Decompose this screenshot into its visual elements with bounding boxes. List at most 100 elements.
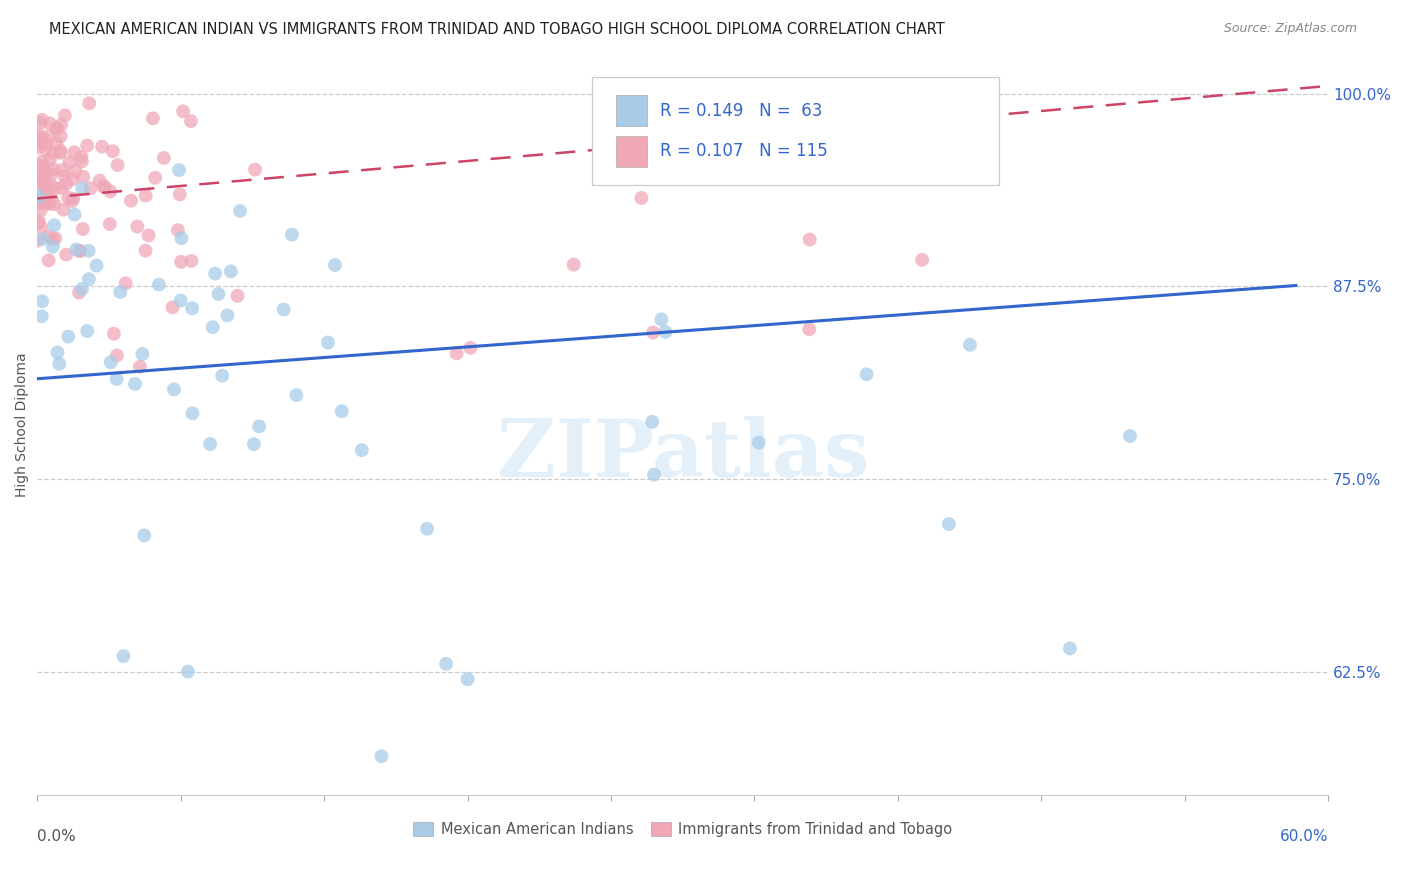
Point xyxy=(62,172,84,186)
Point xyxy=(93,179,115,194)
Point xyxy=(44,197,66,211)
Point xyxy=(30,169,52,183)
Point xyxy=(42,240,65,254)
Legend: Mexican American Indians, Immigrants from Trinidad and Tobago: Mexican American Indians, Immigrants fro… xyxy=(408,816,959,843)
Point xyxy=(38,129,60,144)
Point xyxy=(134,528,156,542)
FancyBboxPatch shape xyxy=(616,136,647,167)
Point xyxy=(285,388,308,402)
Y-axis label: High School Diploma: High School Diploma xyxy=(15,352,30,498)
Point xyxy=(170,254,193,268)
Point xyxy=(53,169,76,183)
Point xyxy=(170,231,193,245)
Point xyxy=(204,267,226,281)
Point xyxy=(170,293,193,308)
Point xyxy=(28,194,51,208)
Point xyxy=(181,406,204,420)
Point xyxy=(35,142,58,156)
Point xyxy=(58,329,80,343)
Point xyxy=(76,138,98,153)
Point xyxy=(31,112,53,127)
Point xyxy=(69,244,91,258)
Point xyxy=(91,139,114,153)
Point xyxy=(281,227,304,242)
Point xyxy=(143,170,166,185)
Point xyxy=(27,197,49,211)
Point xyxy=(42,145,65,160)
Point xyxy=(434,657,457,671)
Point xyxy=(201,320,224,334)
Point xyxy=(27,128,49,142)
Point xyxy=(35,196,58,211)
Point xyxy=(28,187,51,202)
Point xyxy=(273,302,295,317)
Point xyxy=(70,154,93,169)
Point xyxy=(27,216,49,230)
Point xyxy=(63,207,86,221)
Point xyxy=(86,259,108,273)
Point xyxy=(101,145,124,159)
Point xyxy=(180,114,202,128)
Point xyxy=(98,185,121,199)
Point xyxy=(1119,429,1142,443)
Point xyxy=(69,244,91,258)
Point xyxy=(60,194,83,208)
Point xyxy=(32,176,55,190)
Point xyxy=(46,345,69,359)
Point xyxy=(229,203,252,218)
Point xyxy=(37,185,59,199)
Point xyxy=(62,192,84,206)
Point xyxy=(35,136,58,151)
Point xyxy=(49,145,72,160)
Point xyxy=(120,194,142,208)
Point xyxy=(1059,641,1081,656)
Point xyxy=(135,188,157,202)
Point xyxy=(27,140,49,154)
Point xyxy=(330,404,353,418)
Point xyxy=(31,177,53,191)
Point xyxy=(105,372,128,386)
Point xyxy=(65,243,87,257)
Text: Source: ZipAtlas.com: Source: ZipAtlas.com xyxy=(1223,22,1357,36)
Point xyxy=(42,232,65,246)
Point xyxy=(70,282,93,296)
Point xyxy=(41,178,63,193)
Point xyxy=(138,228,160,243)
Point xyxy=(654,325,676,339)
Point xyxy=(28,214,51,228)
Point xyxy=(72,169,94,184)
Text: R = 0.107   N = 115: R = 0.107 N = 115 xyxy=(659,143,827,161)
Point xyxy=(38,116,60,130)
Point xyxy=(38,253,60,268)
Point xyxy=(316,335,339,350)
Point xyxy=(167,163,190,178)
Point xyxy=(51,118,73,132)
Point xyxy=(27,172,49,186)
Point xyxy=(129,359,152,374)
Point xyxy=(198,437,221,451)
Point xyxy=(51,163,73,178)
Point xyxy=(31,310,53,324)
Point xyxy=(416,522,439,536)
Point xyxy=(67,285,90,300)
Point xyxy=(31,159,53,173)
Point xyxy=(799,322,821,336)
Point xyxy=(153,151,176,165)
Point xyxy=(58,155,80,169)
Point xyxy=(34,170,56,185)
Point xyxy=(181,301,204,316)
Point xyxy=(79,181,101,195)
Point xyxy=(457,673,479,687)
Point xyxy=(630,191,652,205)
Point xyxy=(562,258,585,272)
Text: MEXICAN AMERICAN INDIAN VS IMMIGRANTS FROM TRINIDAD AND TOBAGO HIGH SCHOOL DIPLO: MEXICAN AMERICAN INDIAN VS IMMIGRANTS FR… xyxy=(49,22,945,37)
Point xyxy=(35,165,58,179)
Point xyxy=(142,112,165,126)
Point xyxy=(211,368,233,383)
Point xyxy=(748,435,770,450)
Point xyxy=(44,231,66,245)
Point xyxy=(63,145,86,160)
Point xyxy=(110,285,132,299)
Point xyxy=(45,120,67,135)
Point xyxy=(72,222,94,236)
